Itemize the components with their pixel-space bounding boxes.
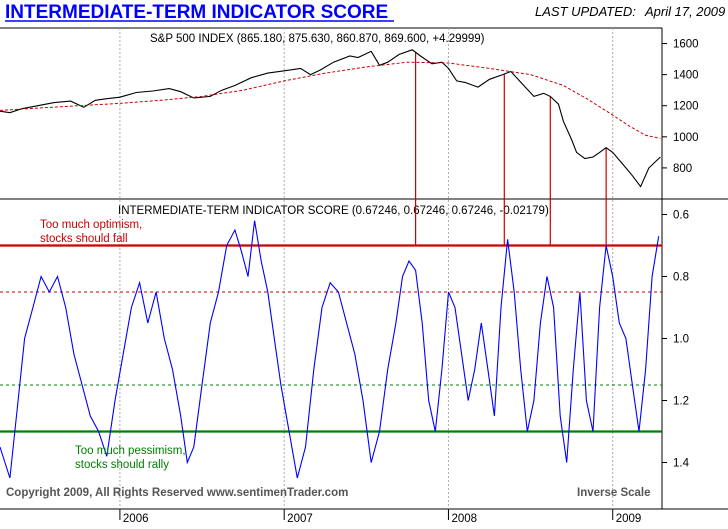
signal-lines (414, 52, 607, 246)
xtick-label-2009: 2009 (616, 513, 642, 525)
price-ytick-label-1600: 1600 (673, 39, 699, 51)
indicator-ytick-label-1.0: 1.0 (673, 334, 689, 346)
price-ytick-label-800: 800 (673, 163, 692, 175)
xtick-label-2006: 2006 (123, 513, 149, 525)
last-updated-label: LAST UPDATED: (535, 4, 636, 19)
optimism-note-line1: Too much optimism, (40, 219, 142, 231)
indicator-panel-title: INTERMEDIATE-TERM INDICATOR SCORE (0.672… (118, 205, 549, 217)
sp500-price-line (0, 49, 661, 188)
x-axis-ticks: 2006 2007 2008 2009 (119, 509, 642, 525)
price-panel (0, 49, 661, 188)
y-axis-ticks: 800 1000 1200 1400 1600 0.6 0.8 1.0 1.2 1.4 (662, 39, 699, 470)
price-panel-title: S&P 500 INDEX (865.180, 875.630, 860.870… (150, 33, 485, 45)
indicator-panel (0, 220, 660, 479)
optimism-note-line2: stocks should fall (40, 233, 128, 245)
chart-title: INTERMEDIATE-TERM INDICATOR SCORE (5, 2, 388, 23)
inverse-scale-note: Inverse Scale (577, 487, 651, 499)
vertical-gridlines (119, 28, 614, 509)
indicator-ytick-label-0.8: 0.8 (673, 272, 689, 284)
indicator-ytick-label-0.6: 0.6 (673, 210, 689, 222)
indicator-ytick-label-1.2: 1.2 (673, 396, 689, 408)
last-updated-date: April 17, 2009 (644, 4, 725, 19)
frames (0, 27, 728, 510)
xtick-label-2008: 2008 (451, 513, 477, 525)
indicator-score-line (0, 220, 660, 479)
indicator-ytick-label-1.4: 1.4 (673, 458, 690, 470)
reference-lines (0, 244, 662, 433)
copyright-text: Copyright 2009, All Rights Reserved www.… (6, 487, 348, 499)
price-ytick-label-1200: 1200 (673, 101, 699, 113)
moving-average-line (0, 61, 661, 139)
pessimism-note-line2: stocks should rally (75, 459, 169, 471)
price-ytick-label-1000: 1000 (673, 132, 699, 144)
xtick-label-2007: 2007 (287, 513, 313, 525)
price-ytick-label-1400: 1400 (673, 70, 699, 82)
pessimism-note-line1: Too much pessimism, (75, 445, 186, 457)
